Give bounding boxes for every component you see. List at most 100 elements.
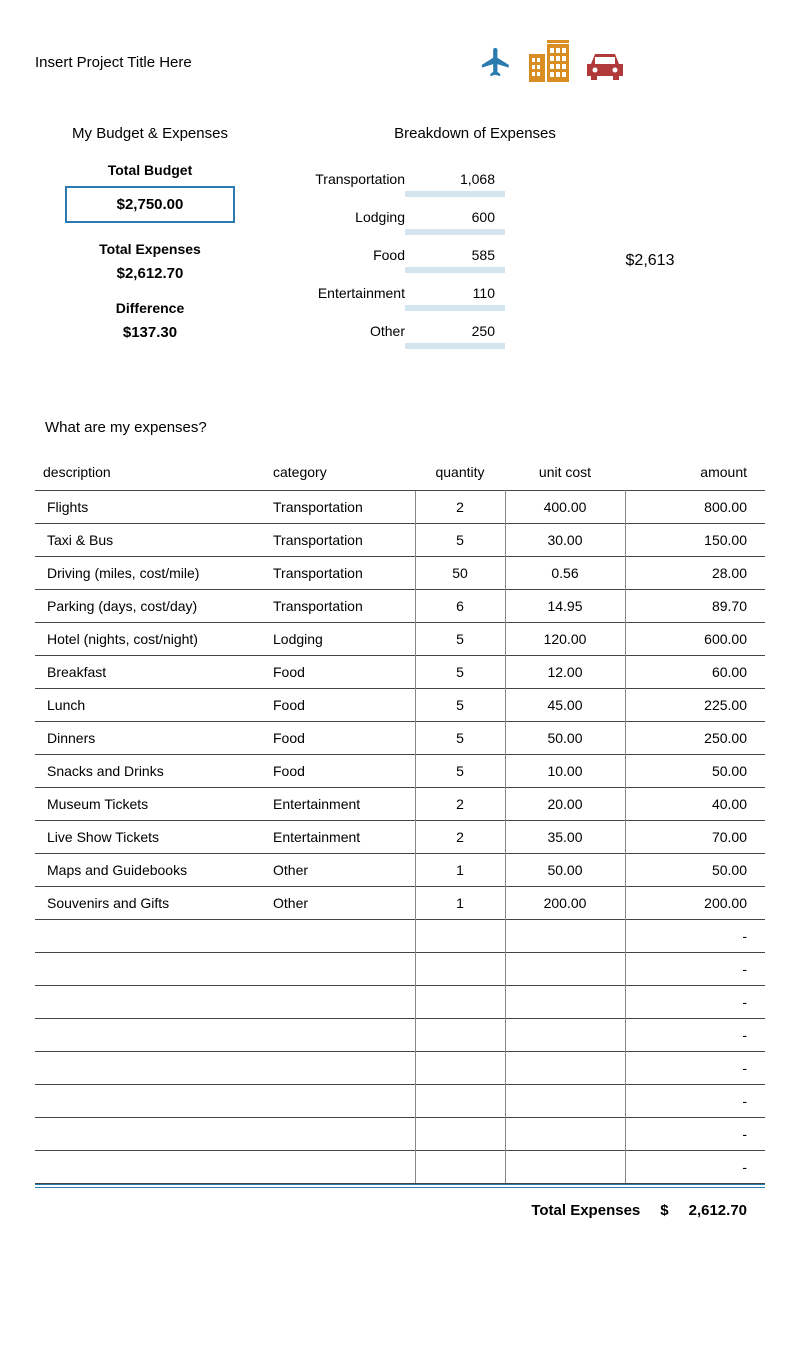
cell-description[interactable] xyxy=(35,1085,265,1118)
cell-category[interactable]: Other xyxy=(265,887,415,920)
table-row[interactable]: BreakfastFood512.0060.00 xyxy=(35,656,765,689)
cell-amount[interactable]: 150.00 xyxy=(625,524,765,557)
cell-description[interactable] xyxy=(35,920,265,953)
cell-description[interactable]: Maps and Guidebooks xyxy=(35,854,265,887)
table-row[interactable]: - xyxy=(35,1118,765,1151)
cell-description[interactable] xyxy=(35,1151,265,1184)
total-budget-value[interactable]: $2,750.00 xyxy=(65,186,235,223)
cell-amount[interactable]: 40.00 xyxy=(625,788,765,821)
cell-unit-cost[interactable]: 0.56 xyxy=(505,557,625,590)
cell-amount[interactable]: 89.70 xyxy=(625,590,765,623)
cell-quantity[interactable] xyxy=(415,986,505,1019)
cell-category[interactable] xyxy=(265,1118,415,1151)
cell-amount[interactable]: 60.00 xyxy=(625,656,765,689)
table-row[interactable]: - xyxy=(35,1052,765,1085)
cell-unit-cost[interactable]: 20.00 xyxy=(505,788,625,821)
cell-description[interactable]: Museum Tickets xyxy=(35,788,265,821)
table-row[interactable]: Hotel (nights, cost/night)Lodging5120.00… xyxy=(35,623,765,656)
cell-unit-cost[interactable] xyxy=(505,986,625,1019)
cell-amount[interactable]: - xyxy=(625,1085,765,1118)
cell-quantity[interactable]: 5 xyxy=(415,656,505,689)
cell-description[interactable] xyxy=(35,1019,265,1052)
table-row[interactable]: Museum TicketsEntertainment220.0040.00 xyxy=(35,788,765,821)
cell-unit-cost[interactable]: 12.00 xyxy=(505,656,625,689)
cell-description[interactable]: Driving (miles, cost/mile) xyxy=(35,557,265,590)
cell-description[interactable]: Live Show Tickets xyxy=(35,821,265,854)
cell-unit-cost[interactable] xyxy=(505,1052,625,1085)
cell-quantity[interactable]: 5 xyxy=(415,689,505,722)
cell-category[interactable] xyxy=(265,1019,415,1052)
cell-category[interactable] xyxy=(265,1052,415,1085)
table-row[interactable]: - xyxy=(35,953,765,986)
cell-unit-cost[interactable]: 10.00 xyxy=(505,755,625,788)
cell-quantity[interactable] xyxy=(415,1118,505,1151)
cell-unit-cost[interactable]: 14.95 xyxy=(505,590,625,623)
cell-category[interactable]: Food xyxy=(265,755,415,788)
cell-category[interactable]: Transportation xyxy=(265,524,415,557)
cell-quantity[interactable]: 2 xyxy=(415,788,505,821)
table-row[interactable]: - xyxy=(35,1085,765,1118)
table-row[interactable]: Maps and GuidebooksOther150.0050.00 xyxy=(35,854,765,887)
cell-unit-cost[interactable]: 120.00 xyxy=(505,623,625,656)
table-row[interactable]: Parking (days, cost/day)Transportation61… xyxy=(35,590,765,623)
cell-category[interactable] xyxy=(265,920,415,953)
cell-category[interactable]: Entertainment xyxy=(265,821,415,854)
cell-unit-cost[interactable]: 50.00 xyxy=(505,854,625,887)
cell-unit-cost[interactable] xyxy=(505,1151,625,1184)
cell-quantity[interactable]: 5 xyxy=(415,623,505,656)
cell-category[interactable]: Transportation xyxy=(265,590,415,623)
cell-description[interactable]: Dinners xyxy=(35,722,265,755)
table-row[interactable]: - xyxy=(35,1151,765,1184)
cell-amount[interactable]: - xyxy=(625,920,765,953)
cell-quantity[interactable]: 2 xyxy=(415,821,505,854)
cell-unit-cost[interactable] xyxy=(505,1118,625,1151)
cell-quantity[interactable]: 1 xyxy=(415,887,505,920)
table-row[interactable]: Driving (miles, cost/mile)Transportation… xyxy=(35,557,765,590)
cell-quantity[interactable]: 6 xyxy=(415,590,505,623)
cell-description[interactable]: Taxi & Bus xyxy=(35,524,265,557)
cell-amount[interactable]: 50.00 xyxy=(625,755,765,788)
cell-description[interactable]: Breakfast xyxy=(35,656,265,689)
cell-unit-cost[interactable] xyxy=(505,1019,625,1052)
cell-unit-cost[interactable]: 400.00 xyxy=(505,491,625,524)
cell-quantity[interactable]: 5 xyxy=(415,524,505,557)
cell-description[interactable] xyxy=(35,953,265,986)
cell-quantity[interactable]: 5 xyxy=(415,755,505,788)
cell-category[interactable] xyxy=(265,1151,415,1184)
cell-amount[interactable]: - xyxy=(625,1151,765,1184)
cell-amount[interactable]: 800.00 xyxy=(625,491,765,524)
cell-quantity[interactable] xyxy=(415,920,505,953)
cell-amount[interactable]: - xyxy=(625,1052,765,1085)
cell-description[interactable]: Parking (days, cost/day) xyxy=(35,590,265,623)
cell-amount[interactable]: - xyxy=(625,953,765,986)
cell-quantity[interactable] xyxy=(415,953,505,986)
cell-description[interactable] xyxy=(35,1118,265,1151)
table-row[interactable]: - xyxy=(35,920,765,953)
cell-category[interactable]: Transportation xyxy=(265,491,415,524)
table-row[interactable]: - xyxy=(35,986,765,1019)
cell-amount[interactable]: - xyxy=(625,1118,765,1151)
cell-quantity[interactable] xyxy=(415,1019,505,1052)
cell-quantity[interactable] xyxy=(415,1085,505,1118)
cell-description[interactable]: Souvenirs and Gifts xyxy=(35,887,265,920)
cell-description[interactable]: Hotel (nights, cost/night) xyxy=(35,623,265,656)
cell-category[interactable] xyxy=(265,953,415,986)
cell-unit-cost[interactable] xyxy=(505,1085,625,1118)
cell-amount[interactable]: 50.00 xyxy=(625,854,765,887)
cell-amount[interactable]: - xyxy=(625,1019,765,1052)
table-row[interactable]: Taxi & BusTransportation530.00150.00 xyxy=(35,524,765,557)
cell-category[interactable]: Food xyxy=(265,656,415,689)
cell-category[interactable]: Lodging xyxy=(265,623,415,656)
cell-category[interactable] xyxy=(265,986,415,1019)
cell-unit-cost[interactable]: 50.00 xyxy=(505,722,625,755)
cell-description[interactable]: Flights xyxy=(35,491,265,524)
table-row[interactable]: - xyxy=(35,1019,765,1052)
cell-description[interactable]: Snacks and Drinks xyxy=(35,755,265,788)
cell-amount[interactable]: 600.00 xyxy=(625,623,765,656)
cell-unit-cost[interactable]: 35.00 xyxy=(505,821,625,854)
table-row[interactable]: Souvenirs and GiftsOther1200.00200.00 xyxy=(35,887,765,920)
table-row[interactable]: LunchFood545.00225.00 xyxy=(35,689,765,722)
cell-amount[interactable]: 70.00 xyxy=(625,821,765,854)
cell-category[interactable]: Food xyxy=(265,722,415,755)
cell-unit-cost[interactable]: 200.00 xyxy=(505,887,625,920)
